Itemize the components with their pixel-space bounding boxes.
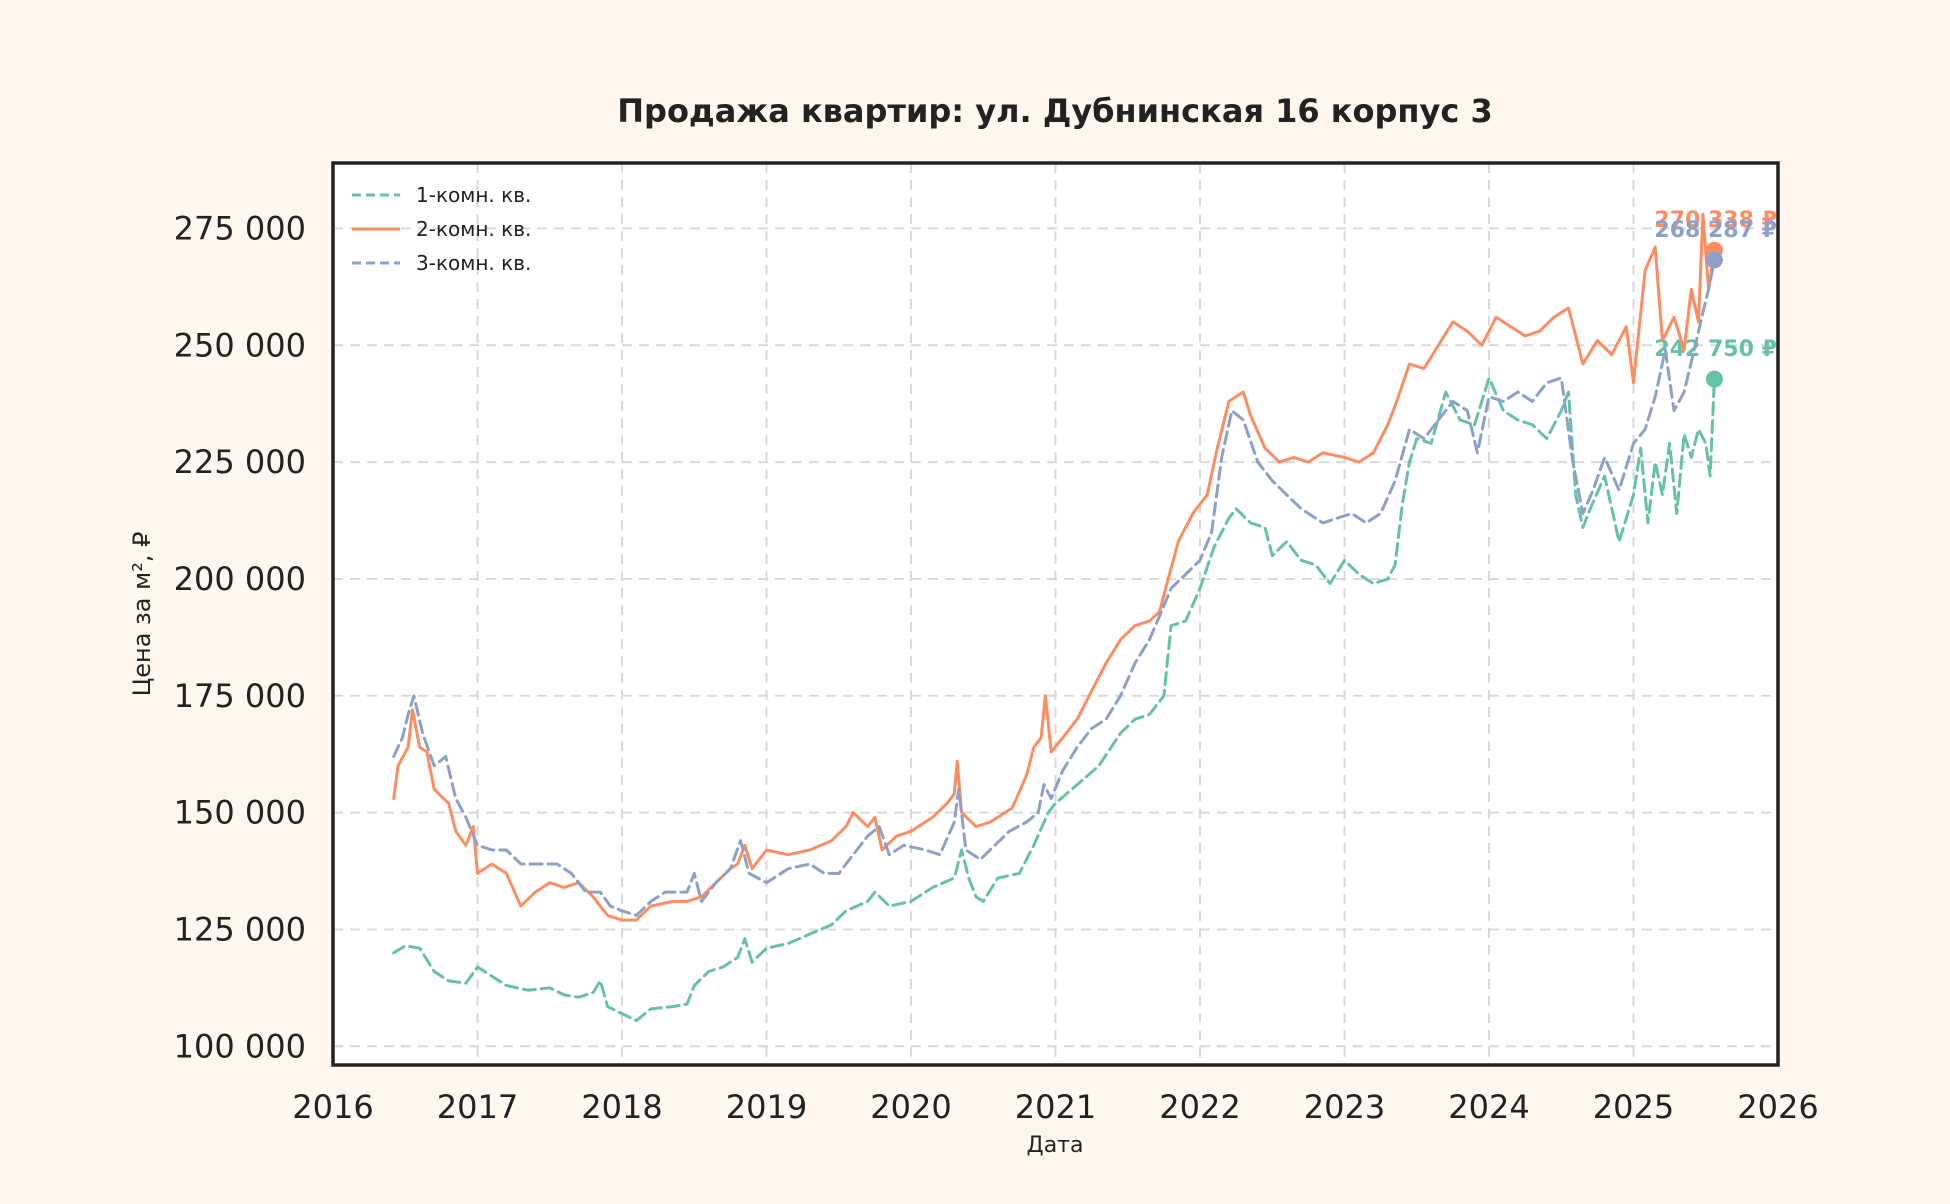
x-ticks: 2016 2017 2018 2019 2020 2021 2022 2023 2024 2025… [292, 1088, 1818, 1126]
last-value-label-3: 268 287 ₽ [1654, 218, 1776, 243]
x-tick-label: 2026 [1737, 1088, 1818, 1126]
series-line-1 [392, 376, 1716, 1023]
x-tick-label: 2023 [1304, 1088, 1385, 1126]
x-tick-label: 2024 [1448, 1088, 1529, 1126]
grid [332, 163, 1779, 1065]
last-value-label-2: 270 338 ₽ [1654, 208, 1776, 233]
chart-title: Продажа квартир: ул. Дубнинская 16 корпу… [617, 92, 1493, 130]
legend-label-3: 3-комн. кв. [416, 251, 531, 275]
x-tick-label: 2017 [437, 1088, 518, 1126]
y-tick-label: 100 000 [174, 1027, 306, 1065]
x-tick-label: 2025 [1593, 1088, 1674, 1126]
x-tick-label: 2022 [1159, 1088, 1240, 1126]
x-tick-label: 2018 [581, 1088, 662, 1126]
legend: 1-комн. кв. 2-комн. кв. 3-комн. кв. [352, 183, 531, 275]
y-tick-label: 150 000 [174, 794, 306, 832]
x-axis-label: Дата [1027, 1133, 1084, 1158]
series-line-3 [392, 258, 1716, 917]
y-tick-label: 175 000 [174, 677, 306, 715]
x-tick-label: 2019 [726, 1088, 807, 1126]
plot-frame [331, 161, 1780, 1067]
y-tick-label: 275 000 [174, 209, 306, 247]
last-point-marker-3 [1705, 251, 1723, 269]
y-tick-label: 225 000 [174, 443, 306, 481]
y-tick-label: 125 000 [174, 910, 306, 948]
x-tick-label: 2016 [292, 1088, 373, 1126]
y-axis-label: Цена за м², ₽ [128, 532, 156, 697]
legend-label-2: 2-комн. кв. [416, 217, 531, 241]
x-tick-label: 2020 [870, 1088, 951, 1126]
y-ticks: 100 000 125 000 150 000 175 000 200 000 225 0… [174, 209, 306, 1065]
last-point-marker-1 [1705, 370, 1723, 388]
y-tick-label: 250 000 [174, 326, 306, 364]
x-tick-label: 2021 [1015, 1088, 1096, 1126]
series-lines: 242 750 ₽ 270 338 ₽268 287 ₽ [392, 208, 1777, 1023]
last-value-label-1: 242 750 ₽ [1654, 337, 1776, 362]
legend-label-1: 1-комн. кв. [416, 183, 531, 207]
y-tick-label: 200 000 [174, 560, 306, 598]
